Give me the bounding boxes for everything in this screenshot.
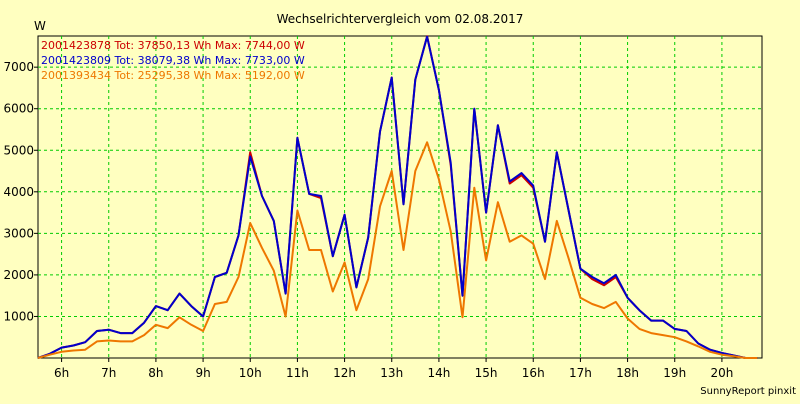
x-tick-label: 19h bbox=[663, 366, 686, 380]
series-group bbox=[37, 35, 758, 359]
series-line-2001393434 bbox=[37, 141, 758, 359]
y-axis-label: W bbox=[34, 19, 46, 33]
grid bbox=[38, 36, 762, 358]
x-tick-label: 8h bbox=[148, 366, 163, 380]
x-tick-label: 13h bbox=[380, 366, 403, 380]
y-tick-label: 5000 bbox=[3, 143, 34, 157]
series-line-2001423809 bbox=[37, 35, 758, 359]
y-tick-label: 1000 bbox=[3, 309, 34, 323]
x-tick-label: 12h bbox=[333, 366, 356, 380]
x-tick-label: 9h bbox=[195, 366, 210, 380]
x-tick-label: 7h bbox=[101, 366, 116, 380]
legend-entry-2001423878: 2001423878 Tot: 37850,13 Wh Max: 7744,00… bbox=[41, 39, 305, 52]
plot-area bbox=[37, 35, 763, 359]
y-axis: 1000 2000 3000 4000 5000 6000 7000 bbox=[3, 60, 38, 323]
y-tick-label: 7000 bbox=[3, 60, 34, 74]
y-tick-label: 3000 bbox=[3, 226, 34, 240]
legend: 2001423878 Tot: 37850,13 Wh Max: 7744,00… bbox=[41, 39, 305, 82]
legend-entry-2001423809: 2001423809 Tot: 38079,38 Wh Max: 7733,00… bbox=[41, 54, 305, 67]
footer-credit: SunnyReport pinxit bbox=[700, 386, 796, 397]
chart-title: Wechselrichtervergleich vom 02.08.2017 bbox=[277, 12, 524, 26]
x-tick-label: 16h bbox=[522, 366, 545, 380]
x-tick-label: 20h bbox=[710, 366, 733, 380]
x-tick-label: 14h bbox=[427, 366, 450, 380]
series-line-2001423878 bbox=[37, 35, 758, 359]
x-tick-label: 18h bbox=[616, 366, 639, 380]
y-tick-label: 4000 bbox=[3, 185, 34, 199]
x-tick-label: 11h bbox=[286, 366, 309, 380]
x-tick-label: 6h bbox=[54, 366, 69, 380]
x-tick-label: 10h bbox=[239, 366, 262, 380]
legend-entry-2001393434: 2001393434 Tot: 25295,38 Wh Max: 5192,00… bbox=[41, 69, 305, 82]
x-tick-label: 15h bbox=[475, 366, 498, 380]
y-tick-label: 6000 bbox=[3, 102, 34, 116]
x-axis: 6h 7h 8h 9h 10h 11h 12h 13h 14h 15h 16h 17h 18h 19h 20… bbox=[54, 358, 733, 380]
y-tick-label: 2000 bbox=[3, 268, 34, 282]
x-tick-label: 17h bbox=[569, 366, 592, 380]
